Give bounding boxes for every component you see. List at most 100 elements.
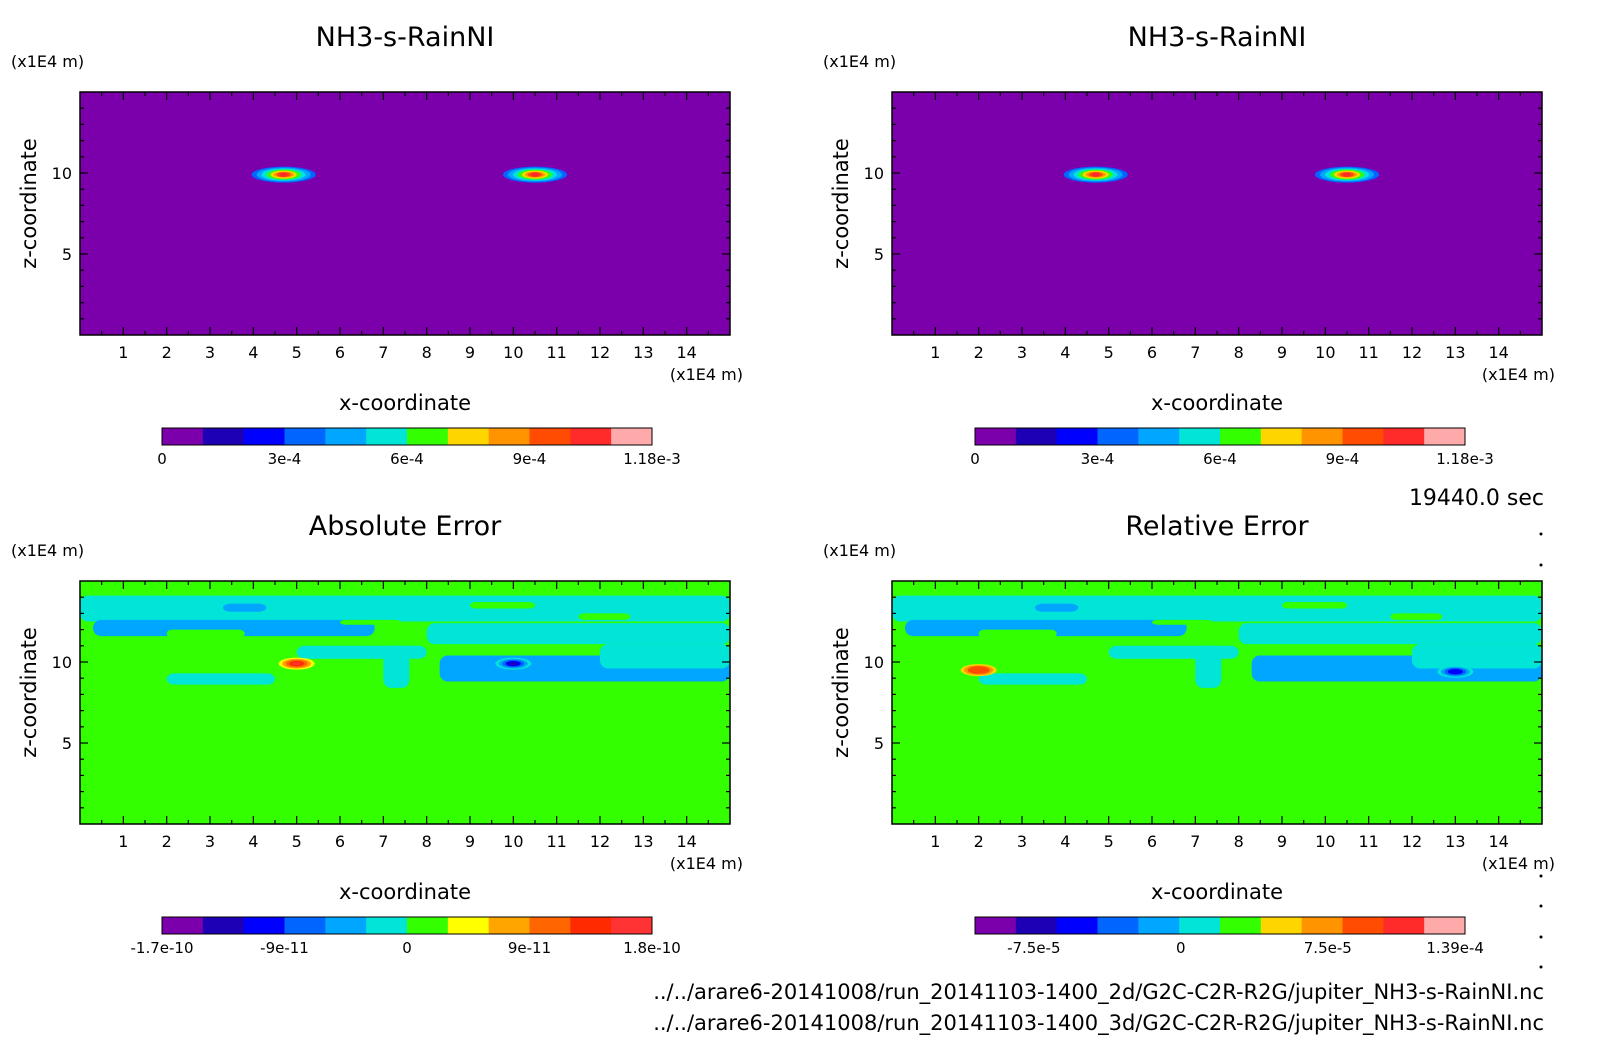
panel-relative-error: Relative Error(x1E4 m)1 2 3 4 5 6 7 8 9 10 11 12 13 1…	[823, 511, 1555, 957]
x-tick-label: 9	[465, 832, 475, 851]
colorbar-segment	[1138, 917, 1180, 934]
error-spot	[967, 666, 990, 674]
x-tick-label: 4	[248, 832, 258, 851]
colorbar-segment	[325, 428, 367, 445]
colorbar-segment	[447, 917, 490, 934]
colorbar-tick-label: 0	[970, 450, 980, 468]
colorbar-segment	[284, 917, 326, 934]
error-band	[978, 673, 1087, 685]
colorbar-tick-label: -1.7e-10	[131, 939, 194, 957]
panel-top-right: NH3-s-RainNI(x1E4 m)1 2 3 4 5 6 7 8 9 10 11 12 13 145…	[823, 22, 1555, 468]
y-axis-label: z-coordinate	[17, 627, 41, 758]
edge-dots	[1539, 532, 1543, 969]
field-background	[80, 92, 730, 335]
x-tick-label: 9	[465, 343, 475, 362]
colorbar-tick-label: 0	[1176, 939, 1186, 957]
colorbar-segment	[1301, 428, 1343, 445]
colorbar-tick-label: 3e-4	[268, 450, 302, 468]
x-tick-label: 14	[1488, 832, 1508, 851]
file-path-2d: ../../arare6-20141008/run_20141103-1400_…	[653, 980, 1544, 1005]
x-tick-label: 14	[1488, 343, 1508, 362]
x-tick-label: 7	[378, 832, 388, 851]
x-tick-label: 8	[422, 343, 432, 362]
colorbar-segment	[447, 428, 490, 445]
colorbar-segment	[1179, 428, 1221, 445]
y-tick-label: 5	[62, 734, 72, 753]
error-band	[1035, 603, 1079, 612]
colorbar-segment	[1097, 917, 1139, 934]
colorbar-segment	[202, 917, 245, 934]
colorbar-segment	[570, 917, 612, 934]
colorbar-segment	[1220, 917, 1262, 934]
error-hole	[166, 629, 245, 638]
error-hole	[470, 602, 535, 609]
colorbar-tick-label: 7.5e-5	[1304, 939, 1352, 957]
colorbar-segment	[243, 917, 285, 934]
x-tick-label: 8	[1234, 343, 1244, 362]
error-spot	[1447, 669, 1463, 675]
field-layer	[80, 595, 730, 688]
y-tick-label: 10	[52, 164, 72, 183]
x-tick-label: 3	[205, 343, 215, 362]
error-hole	[1152, 619, 1213, 625]
y-tick-label: 5	[874, 245, 884, 264]
colorbar-segment	[366, 917, 408, 934]
x-tick-label: 1	[930, 832, 940, 851]
x-tick-label: 3	[1017, 832, 1027, 851]
x-tick-label: 13	[633, 832, 653, 851]
x-tick-label: 2	[162, 832, 172, 851]
x-tick-label: 5	[292, 343, 302, 362]
colorbar-tick-label: 6e-4	[1203, 450, 1237, 468]
x-tick-label: 9	[1277, 832, 1287, 851]
y-unit-label: (x1E4 m)	[11, 541, 84, 560]
x-tick-label: 10	[503, 343, 523, 362]
colorbar-segment	[488, 917, 530, 934]
colorbar-segment	[1383, 917, 1425, 934]
colorbar-frame	[974, 427, 1466, 446]
x-tick-label: 12	[1402, 343, 1422, 362]
x-tick-label: 4	[1060, 832, 1070, 851]
error-band	[80, 595, 730, 622]
error-band	[93, 619, 375, 637]
x-tick-label: 13	[1445, 343, 1465, 362]
rain-blob	[1091, 172, 1100, 177]
y-tick-label: 10	[864, 653, 884, 672]
x-tick-label: 5	[1104, 343, 1114, 362]
colorbar-segment	[975, 428, 1017, 445]
panel-title: NH3-s-RainNI	[1128, 22, 1307, 53]
y-tick-label: 10	[864, 164, 884, 183]
colorbar-tick-label: 9e-4	[1326, 450, 1360, 468]
x-tick-label: 11	[1358, 832, 1378, 851]
x-tick-label: 12	[1402, 832, 1422, 851]
colorbar-segment	[1342, 917, 1384, 934]
field-layer	[892, 595, 1542, 688]
error-band	[426, 623, 730, 645]
panel-absolute-error: Absolute Error(x1E4 m)1 2 3 4 5 6 7 8 9 10 11 12 13 1…	[11, 511, 743, 957]
y-tick-label: 5	[874, 734, 884, 753]
error-spot	[509, 662, 518, 666]
x-tick-label: 1	[118, 343, 128, 362]
time-label: 19440.0 sec	[1409, 486, 1544, 511]
colorbar-segment	[162, 917, 204, 934]
colorbar-segment	[975, 917, 1017, 934]
error-band	[1238, 623, 1542, 645]
colorbar-frame	[974, 916, 1466, 935]
y-axis-label: z-coordinate	[829, 138, 853, 269]
panel-title: Relative Error	[1125, 511, 1309, 542]
colorbar-segment	[162, 428, 204, 445]
colorbar-segment	[1015, 917, 1058, 934]
x-tick-label: 13	[1445, 832, 1465, 851]
colorbar-segment	[611, 917, 653, 934]
x-tick-label: 8	[422, 832, 432, 851]
error-spot	[292, 662, 301, 666]
colorbar-segment	[1138, 428, 1180, 445]
colorbar-tick-label: 9e-11	[508, 939, 551, 957]
x-tick-label: 3	[205, 832, 215, 851]
colorbar-segment	[1179, 917, 1221, 934]
x-tick-label: 2	[974, 343, 984, 362]
colorbar-segment	[1383, 428, 1425, 445]
x-tick-label: 7	[1190, 343, 1200, 362]
colorbar-segment	[243, 428, 285, 445]
x-tick-label: 10	[1315, 832, 1335, 851]
colorbar-tick-label: 1.18e-3	[1436, 450, 1494, 468]
